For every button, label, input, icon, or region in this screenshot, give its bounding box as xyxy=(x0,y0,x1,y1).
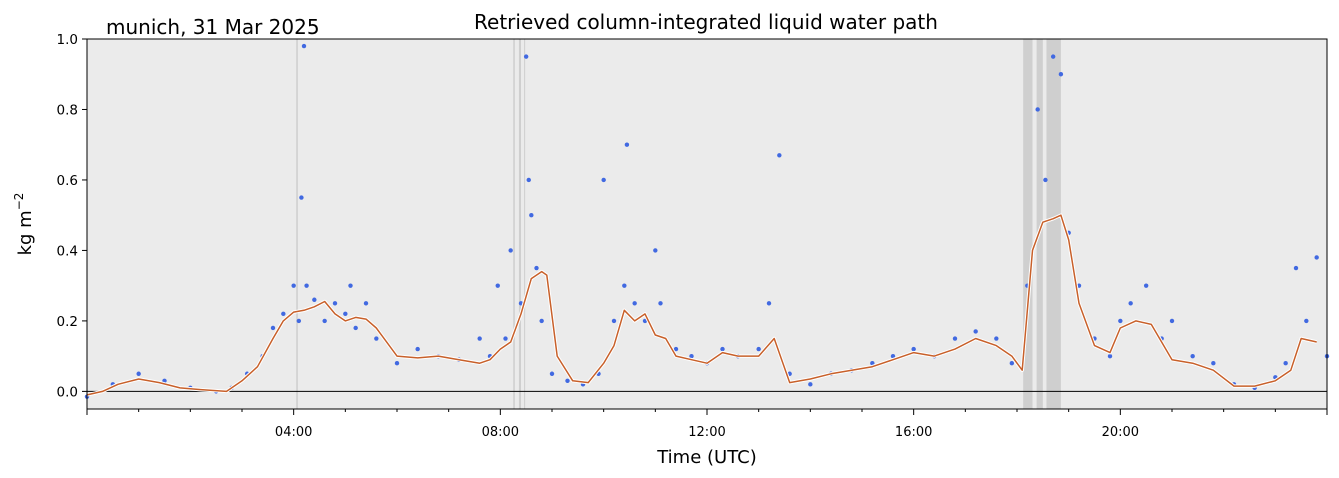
observation-point xyxy=(1128,301,1133,306)
observation-point xyxy=(503,336,508,341)
observation-point xyxy=(1107,353,1113,359)
observation-point xyxy=(343,311,348,317)
observation-point xyxy=(296,318,302,324)
y-tick-label: 0.2 xyxy=(57,314,78,330)
flag-band-5 xyxy=(1036,39,1043,409)
observation-point xyxy=(322,318,327,324)
observation-point xyxy=(1211,360,1216,366)
observation-point xyxy=(1058,72,1064,77)
observation-point xyxy=(624,142,630,147)
observation-point xyxy=(777,153,782,158)
observation-point xyxy=(622,283,627,288)
observation-point xyxy=(720,346,725,352)
x-axis-title: Time (UTC) xyxy=(656,447,757,468)
observation-point xyxy=(534,265,539,271)
y-axis-title: kg m−2 xyxy=(12,193,36,256)
observation-point xyxy=(756,346,761,352)
observation-point xyxy=(1035,107,1040,112)
x-tick-label: 04:00 xyxy=(275,425,312,440)
observation-point xyxy=(508,248,513,253)
observation-point xyxy=(526,177,531,183)
observation-point xyxy=(281,311,286,317)
y-axis-title-base: kg m xyxy=(15,210,36,255)
observation-point xyxy=(291,283,296,288)
y-tick-label: 1.0 xyxy=(57,32,78,48)
observation-point xyxy=(1009,360,1015,366)
observation-point xyxy=(363,301,369,306)
observation-point xyxy=(1118,318,1123,324)
x-tick-label: 12:00 xyxy=(688,425,725,440)
smoothed-line xyxy=(86,214,1317,396)
observation-point xyxy=(653,248,658,253)
observation-point xyxy=(549,371,555,376)
observation-point xyxy=(477,336,482,341)
chart-title: Retrieved column-integrated liquid water… xyxy=(474,10,938,34)
observation-point xyxy=(353,325,358,331)
observation-point xyxy=(495,283,500,288)
observation-point xyxy=(301,43,307,49)
observation-point xyxy=(673,346,679,352)
observation-point xyxy=(890,353,896,359)
observation-point xyxy=(312,297,317,302)
station-date-label: munich, 31 Mar 2025 xyxy=(106,15,320,39)
observation-point xyxy=(374,336,379,341)
observation-point xyxy=(1143,283,1149,288)
observation-point xyxy=(911,346,916,352)
y-tick-label: 0.6 xyxy=(57,173,78,189)
y-axis-title-exponent: −2 xyxy=(12,193,26,211)
flag-band-2 xyxy=(518,39,521,409)
flag-band-6 xyxy=(1046,39,1061,409)
observation-point xyxy=(539,318,544,324)
observation-point xyxy=(348,283,353,288)
x-tick-label: 08:00 xyxy=(482,425,519,440)
observation-point xyxy=(601,177,606,183)
observation-point xyxy=(565,378,570,384)
flag-band-4 xyxy=(1023,39,1033,409)
observation-point xyxy=(994,336,999,341)
observation-point xyxy=(1293,265,1299,271)
observation-point xyxy=(952,336,958,341)
observation-point xyxy=(611,318,617,324)
observation-point xyxy=(1050,54,1056,59)
observation-point xyxy=(870,360,875,366)
observation-point xyxy=(304,283,309,288)
flag-bands xyxy=(296,39,1061,409)
observation-point xyxy=(136,371,141,376)
observation-point xyxy=(658,301,663,306)
plot-area xyxy=(87,39,1327,409)
observation-point xyxy=(270,325,276,331)
observation-point xyxy=(1283,360,1288,366)
flag-band-1 xyxy=(513,39,515,409)
x-tick-label: 20:00 xyxy=(1102,425,1139,440)
observation-point xyxy=(332,301,338,306)
observation-point xyxy=(766,301,772,306)
observation-point xyxy=(415,346,420,352)
observation-point xyxy=(1190,353,1195,359)
observation-point xyxy=(632,301,637,306)
flag-band-3 xyxy=(524,39,526,409)
observation-point xyxy=(808,382,813,387)
x-axis: 04:00 08:00 12:00 16:00 20:00 xyxy=(86,409,1328,440)
observation-point xyxy=(529,212,534,218)
observation-point xyxy=(1043,177,1048,183)
observation-point xyxy=(523,54,529,59)
x-tick-label: 16:00 xyxy=(895,425,932,440)
y-axis: 0.0 0.2 0.4 0.6 0.8 1.0 xyxy=(57,32,87,400)
observation-point xyxy=(1304,318,1309,324)
observation-point xyxy=(394,360,400,366)
flag-band-0 xyxy=(296,39,298,409)
observation-point xyxy=(299,195,304,200)
observation-point xyxy=(973,329,978,334)
observation-point xyxy=(1169,318,1175,324)
y-tick-label: 0.0 xyxy=(57,384,78,400)
y-tick-label: 0.8 xyxy=(57,102,78,118)
observation-point xyxy=(1314,255,1319,260)
y-tick-label: 0.4 xyxy=(57,243,78,259)
observation-point xyxy=(689,353,694,359)
